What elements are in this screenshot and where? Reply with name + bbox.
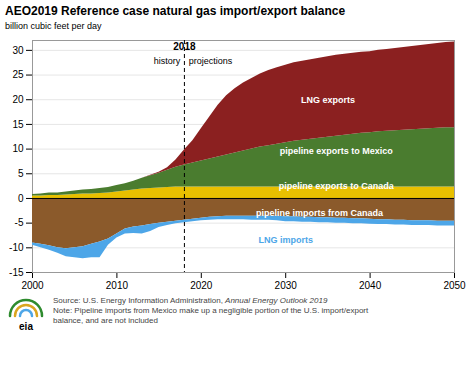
svg-text:pipeline exports to Mexico: pipeline exports to Mexico <box>280 146 394 156</box>
svg-text:2018: 2018 <box>173 41 196 52</box>
html-text:AEO2019 Reference case natural: AEO2019 Reference case natural gas impor… <box>5 4 346 18</box>
svg-text:eia: eia <box>19 321 33 332</box>
svg-text:2000: 2000 <box>21 280 44 291</box>
html-text:billion cubic feet per day: billion cubic feet per day <box>5 21 102 31</box>
svg-text:25: 25 <box>12 69 24 80</box>
svg-text:projections: projections <box>189 56 233 66</box>
svg-text:2050: 2050 <box>443 280 466 291</box>
svg-text:-10: -10 <box>9 242 24 253</box>
svg-text:20: 20 <box>12 94 24 105</box>
svg-text:10: 10 <box>12 143 24 154</box>
svg-text:30: 30 <box>12 45 24 56</box>
svg-text:-15: -15 <box>9 267 24 278</box>
svg-text:2040: 2040 <box>359 280 382 291</box>
svg-text:0: 0 <box>18 193 24 204</box>
svg-text:15: 15 <box>12 119 24 130</box>
svg-text:2020: 2020 <box>190 280 213 291</box>
svg-text:LNG imports: LNG imports <box>258 235 313 245</box>
svg-text:LNG exports: LNG exports <box>301 95 355 105</box>
svg-text:pipeline imports from Canada: pipeline imports from Canada <box>256 208 384 218</box>
html-text:Source: U.S. Energy Informatio: Source: U.S. Energy Information Administ… <box>53 296 328 305</box>
svg-text:2010: 2010 <box>106 280 129 291</box>
svg-text:pipeline exports to Canada: pipeline exports to Canada <box>279 181 395 191</box>
svg-text:-5: -5 <box>15 217 24 228</box>
html-text:Note: Pipeline imports from Me: Note: Pipeline imports from Mexico make … <box>53 306 369 325</box>
svg-text:history: history <box>154 56 181 66</box>
svg-text:2030: 2030 <box>275 280 298 291</box>
svg-text:5: 5 <box>18 168 24 179</box>
